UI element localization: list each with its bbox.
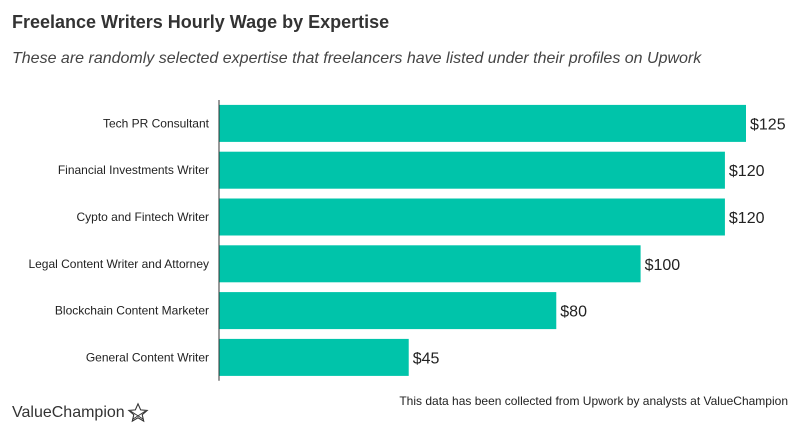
- bar: [219, 151, 725, 189]
- bar: [219, 245, 641, 283]
- logo-text: ValueChampion: [12, 404, 125, 421]
- value-label: $120: [729, 163, 765, 180]
- value-label: $120: [729, 210, 765, 227]
- value-label: $125: [750, 116, 786, 133]
- category-label: Tech PR Consultant: [103, 116, 210, 130]
- chart-subtitle: These are randomly selected expertise th…: [12, 50, 702, 67]
- category-label: Blockchain Content Marketer: [55, 304, 209, 318]
- category-label: General Content Writer: [86, 350, 209, 364]
- source-note: This data has been collected from Upwork…: [399, 394, 788, 408]
- value-label: $100: [645, 257, 681, 274]
- chart-title: Freelance Writers Hourly Wage by Experti…: [12, 12, 390, 32]
- bar: [219, 198, 725, 236]
- bar: [219, 338, 409, 376]
- bar: [219, 104, 746, 142]
- value-label: $80: [560, 304, 587, 321]
- valuechampion-logo: ValueChampion: [12, 402, 149, 424]
- bar: [219, 292, 557, 330]
- category-label: Legal Content Writer and Attorney: [28, 257, 209, 271]
- value-label: $45: [413, 350, 440, 367]
- star-icon: [127, 402, 149, 423]
- category-label: Financial Investments Writer: [58, 163, 209, 177]
- category-label: Cypto and Fintech Writer: [77, 210, 210, 224]
